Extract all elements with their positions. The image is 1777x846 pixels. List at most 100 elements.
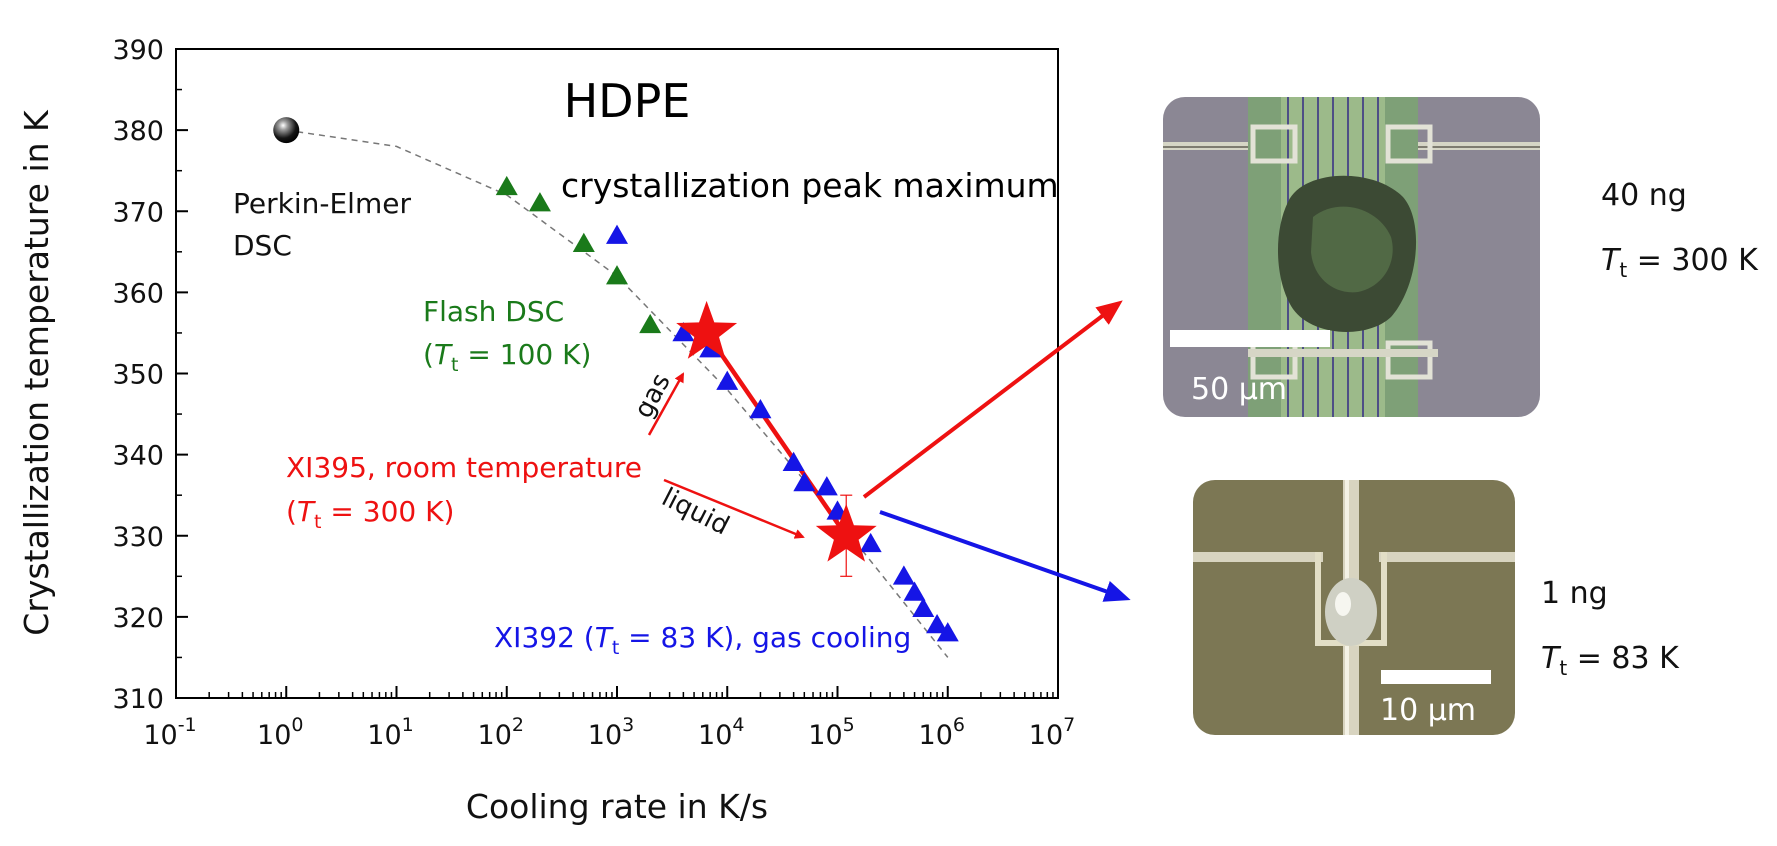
- x-tick-base: 10: [698, 720, 732, 751]
- top-tt-symbol: T: [1601, 243, 1622, 278]
- bottom-tt-rest: = 83 K: [1567, 641, 1680, 676]
- dsc-point: [273, 117, 300, 144]
- flash-tt-sub: t: [451, 354, 458, 376]
- bottom-sample-mass: 1 ng: [1541, 576, 1608, 611]
- bottom-tt-symbol: T: [1541, 641, 1562, 676]
- top-tt-sub: t: [1619, 258, 1627, 282]
- xi392-point: [859, 532, 882, 553]
- top-sample-tt: Tt = 300 K: [1601, 243, 1759, 282]
- x-tick-exponent: 5: [843, 714, 855, 736]
- x-tick-exponent: -1: [178, 714, 197, 736]
- x-axis: 10-1 100 101 102 103 104 105 106 107: [143, 686, 1075, 751]
- liquid-arrow: [663, 478, 805, 539]
- bottom-tt-sub: t: [1559, 656, 1567, 680]
- flash-point: [572, 232, 595, 252]
- x-tick-label: 101: [367, 714, 413, 751]
- gas-arrow: [647, 372, 685, 436]
- scale-bar-bottom-label: 10 μm: [1380, 693, 1476, 728]
- y-tick-label: 370: [112, 197, 164, 228]
- flash-tt-symbol: T: [434, 338, 453, 371]
- xi392-point: [782, 451, 805, 471]
- xi392-point: [716, 370, 739, 390]
- micrograph-top-image: 50 μm: [1163, 97, 1540, 417]
- xi395-tt-sub: t: [314, 511, 321, 533]
- x-tick-label: 103: [588, 714, 634, 751]
- x-tick-exponent: 3: [622, 714, 634, 736]
- xi392-rest: = 83 K), gas cooling: [619, 621, 911, 654]
- x-tick-base: 10: [808, 720, 842, 751]
- y-tick-label: 390: [112, 35, 164, 66]
- y-tick-label: 320: [112, 603, 164, 634]
- y-tick-label: 340: [112, 441, 164, 472]
- flash-point: [639, 313, 662, 334]
- dsc-label-line2: DSC: [233, 229, 292, 262]
- xi395-point: [676, 300, 738, 359]
- x-tick-label: 10-1: [143, 714, 196, 751]
- xi395-point: [815, 503, 877, 562]
- xi392-point: [793, 472, 816, 492]
- xi392-tt-symbol: T: [595, 621, 614, 654]
- flash-dsc-tt: (Tt = 100 K): [423, 338, 591, 376]
- arrow-to-top-photo: [862, 300, 1123, 499]
- y-tick-label: 310: [112, 684, 164, 715]
- x-tick-label: 105: [808, 714, 854, 751]
- x-tick-base: 10: [588, 720, 622, 751]
- flash-tt-rest: = 100 K): [459, 338, 592, 371]
- x-tick-base: 10: [367, 720, 401, 751]
- flash-point: [528, 192, 551, 212]
- x-tick-exponent: 6: [953, 714, 965, 736]
- y-tick-label: 380: [112, 116, 164, 147]
- xi395-tt-rest: = 300 K): [322, 495, 455, 528]
- trend-layer: [704, 331, 853, 577]
- flash-dsc-label: Flash DSC: [423, 295, 564, 328]
- x-tick-exponent: 0: [291, 714, 303, 736]
- micrograph-bottom: 10 μm: [1193, 480, 1515, 735]
- scale-bar-top-label: 50 μm: [1191, 372, 1287, 407]
- xi392-tt-sub: t: [612, 637, 619, 659]
- x-tick-label: 100: [257, 714, 303, 751]
- x-tick-base: 10: [143, 720, 177, 751]
- xi392-point: [903, 581, 926, 601]
- xi392-point: [606, 224, 628, 244]
- xi395-trend-line: [704, 331, 849, 538]
- x-axis-label: Cooling rate in K/s: [466, 787, 768, 826]
- xi392-prefix: XI392 (: [494, 621, 595, 654]
- x-tick-base: 10: [1029, 720, 1063, 751]
- flash-point: [495, 175, 518, 196]
- y-tick-label: 350: [112, 360, 164, 391]
- top-sample-mass: 40 ng: [1601, 178, 1687, 213]
- x-tick-base: 10: [478, 720, 512, 751]
- x-tick-exponent: 4: [732, 714, 744, 736]
- x-tick-label: 106: [919, 714, 965, 751]
- chart-title: HDPE: [564, 74, 691, 128]
- xi392-point: [926, 613, 949, 634]
- chart-subtitle: crystallization peak maximum: [561, 166, 1059, 205]
- y-tick-label: 330: [112, 522, 164, 553]
- marks-layer: [273, 117, 959, 642]
- x-tick-label: 102: [478, 714, 524, 751]
- liquid-label: liquid: [657, 483, 734, 542]
- xi392-label: XI392 (Tt = 83 K), gas cooling: [494, 621, 911, 659]
- bottom-sample-tt: Tt = 83 K: [1541, 641, 1680, 680]
- arrow-to-bottom-photo: [879, 510, 1131, 602]
- xi392-point: [749, 399, 772, 419]
- xi395-tt: (Tt = 300 K): [286, 495, 454, 533]
- micrograph-top: 50 μm: [1163, 97, 1540, 417]
- xi392-point: [892, 565, 915, 585]
- top-tt-rest: = 300 K: [1627, 243, 1759, 278]
- plot-frame: [175, 48, 1059, 699]
- xi392-point: [672, 321, 695, 342]
- xi395-tt-symbol: T: [297, 495, 316, 528]
- x-tick-base: 10: [257, 720, 291, 751]
- y-axis: 310 320 330 340 350 360 370 380 390: [112, 35, 188, 715]
- dsc-label-line1: Perkin-Elmer: [233, 187, 411, 220]
- xi392-point: [912, 597, 935, 618]
- xi392-point: [936, 622, 959, 642]
- y-tick-label: 360: [112, 278, 164, 309]
- x-tick-label: 104: [698, 714, 744, 751]
- xi395-label: XI395, room temperature: [286, 451, 642, 484]
- x-tick-exponent: 2: [512, 714, 524, 736]
- micrograph-bottom-image: 10 μm: [1193, 480, 1515, 735]
- y-axis-label: Crystallization temperature in K: [17, 109, 56, 636]
